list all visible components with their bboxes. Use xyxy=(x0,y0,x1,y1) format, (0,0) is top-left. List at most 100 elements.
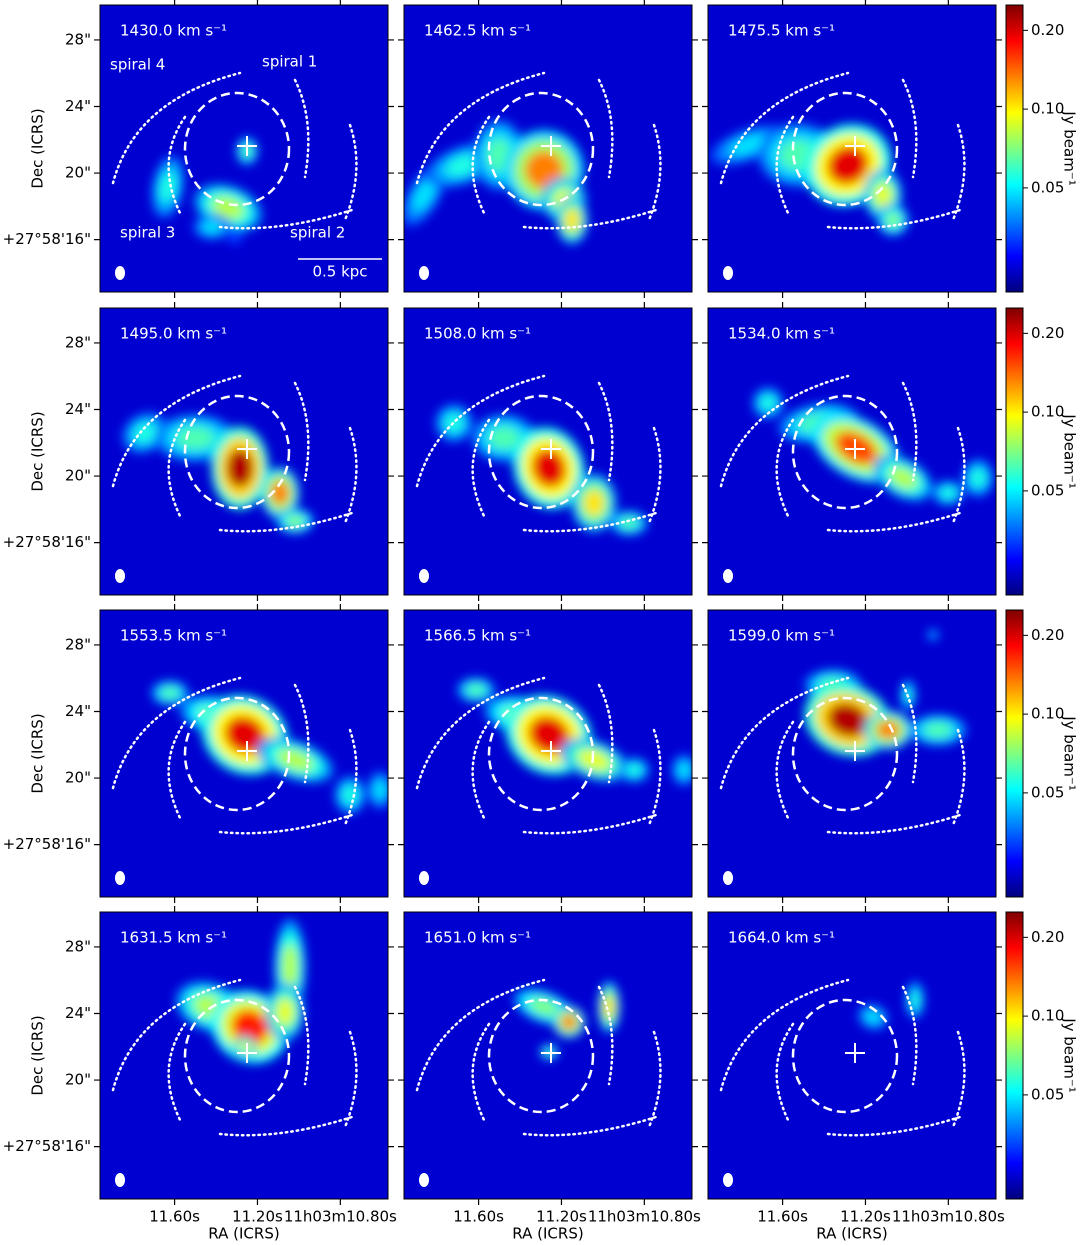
ring xyxy=(791,696,899,812)
spiral-arm xyxy=(415,71,546,185)
emission-blob xyxy=(271,481,289,505)
panel-area: 1553.5 km s⁻¹ xyxy=(100,610,388,897)
colorbar: 0.05 0.10 0.20 Jy beam⁻¹ xyxy=(1005,609,1079,898)
spiral-arm xyxy=(597,985,614,1086)
emission xyxy=(804,628,967,757)
panel: 1631.5 km s⁻¹ +27°58'16" 20" 24" 28" 11.60s 11… xyxy=(3,906,397,1243)
beam xyxy=(419,266,429,280)
y-tick-label: 28" xyxy=(65,30,91,48)
y-tick-label: 20" xyxy=(65,1071,91,1089)
nucleus-cross xyxy=(541,439,561,459)
ring xyxy=(487,394,595,510)
velocity-label: 1599.0 km s⁻¹ xyxy=(728,627,835,645)
x-tick-label: 11.20s xyxy=(232,1208,283,1226)
emission-blob xyxy=(226,448,254,488)
spiral-arm xyxy=(597,381,614,482)
emission-blob xyxy=(910,991,920,1009)
velocity-label: 1508.0 km s⁻¹ xyxy=(424,325,531,343)
panel: 1495.0 km s⁻¹ +27°58'16" 20" 24" 28" Dec (ICR… xyxy=(3,302,394,601)
panel-area: 1462.5 km s⁻¹ xyxy=(404,5,692,292)
nucleus-cross xyxy=(541,741,561,761)
emission-blob xyxy=(865,1010,881,1024)
x-tick-label: 11.60s xyxy=(757,1208,808,1226)
velocity-label: 1534.0 km s⁻¹ xyxy=(728,325,835,343)
panel: 1534.0 km s⁻¹ 0.05 0.10 0.20 Jy beam⁻¹ xyxy=(702,302,1079,601)
panel: 1651.0 km s⁻¹ 11.60s 11.20s 11h03m10.80s RA … xyxy=(398,906,701,1243)
emission-blob xyxy=(525,151,563,189)
emission-blob xyxy=(876,721,900,739)
emission-blob xyxy=(827,145,869,185)
ring xyxy=(183,91,291,207)
velocity-label: 1553.5 km s⁻¹ xyxy=(120,627,227,645)
nucleus-cross xyxy=(845,439,865,459)
beam xyxy=(723,266,733,280)
panel-frame xyxy=(403,4,693,293)
x-tick-label: 11h03m10.80s xyxy=(588,1208,701,1226)
emission-blob xyxy=(874,183,892,207)
spiral-arm xyxy=(522,813,658,835)
panel-area: 1430.0 km s⁻¹ spiral 1 spiral 2 spiral 3 spi… xyxy=(100,5,388,292)
spiral-arm xyxy=(719,374,850,488)
colorbar-tick-label: 0.20 xyxy=(1031,324,1064,342)
emission-blob xyxy=(277,749,313,771)
panel: 1462.5 km s⁻¹ xyxy=(398,0,698,298)
emission xyxy=(857,980,925,1031)
emission-blob xyxy=(578,749,610,771)
emission-blob xyxy=(561,1014,577,1030)
y-tick-label: 20" xyxy=(65,769,91,787)
emission-blob xyxy=(970,469,986,487)
emission-blob xyxy=(924,722,952,738)
x-tick-label: 11h03m10.80s xyxy=(892,1208,1005,1226)
colorbar-label: Jy beam⁻¹ xyxy=(1061,715,1079,791)
annotation: spiral 1 xyxy=(262,53,317,71)
y-tick-label: 24" xyxy=(65,702,91,720)
x-tick-label: 11h03m10.80s xyxy=(284,1208,397,1226)
colorbar-tick-label: 0.20 xyxy=(1031,928,1064,946)
panel-area: 1495.0 km s⁻¹ xyxy=(100,308,388,595)
spiral-arm xyxy=(471,115,491,215)
nucleus-cross xyxy=(237,136,257,156)
spiral-arm xyxy=(471,418,491,518)
colorbar-tick-label: 0.05 xyxy=(1031,178,1064,196)
emission-blob xyxy=(529,998,559,1016)
ring xyxy=(183,394,291,510)
x-tick-label: 11.20s xyxy=(536,1208,587,1226)
panel: 1599.0 km s⁻¹ 0.05 0.10 0.20 Jy beam⁻¹ xyxy=(702,604,1079,903)
emission-blob xyxy=(224,716,266,754)
spiral-arm xyxy=(826,1115,962,1137)
panel-area: 1664.0 km s⁻¹ xyxy=(708,912,996,1199)
emission-blob xyxy=(286,515,304,527)
spiral-arm xyxy=(111,978,242,1092)
velocity-label: 1664.0 km s⁻¹ xyxy=(728,929,835,947)
nucleus-cross xyxy=(237,1043,257,1063)
spiral-arm xyxy=(522,208,658,230)
y-axis-label: Dec (ICRS) xyxy=(29,108,47,188)
panel-frame xyxy=(403,609,693,898)
colorbar-tick-label: 0.20 xyxy=(1031,21,1064,39)
spiral-arm xyxy=(775,115,795,215)
beam xyxy=(419,569,429,583)
colorbar-tick-label: 0.05 xyxy=(1031,1085,1064,1103)
x-tick-label: 11.20s xyxy=(840,1208,891,1226)
emission-blob xyxy=(203,221,221,233)
emission xyxy=(752,387,994,506)
panel-frame xyxy=(707,307,997,596)
beam xyxy=(115,266,125,280)
spiral-arm xyxy=(522,511,658,533)
spiral-arm xyxy=(826,208,962,230)
panel-area: 1631.5 km s⁻¹ xyxy=(100,912,388,1199)
ring xyxy=(487,696,595,812)
emission xyxy=(175,919,306,1064)
colorbar-label: Jy beam⁻¹ xyxy=(1061,413,1079,489)
x-axis-label: RA (ICRS) xyxy=(512,1225,583,1243)
nucleus-cross xyxy=(541,136,561,156)
beam xyxy=(419,1173,429,1187)
emission-blob xyxy=(231,1009,269,1045)
spiral-arm xyxy=(415,978,546,1092)
y-tick-label: 24" xyxy=(65,97,91,115)
panel-background xyxy=(708,912,996,1199)
spiral-arm xyxy=(597,78,614,179)
nucleus-cross xyxy=(237,439,257,459)
spiral-arm xyxy=(471,720,491,820)
